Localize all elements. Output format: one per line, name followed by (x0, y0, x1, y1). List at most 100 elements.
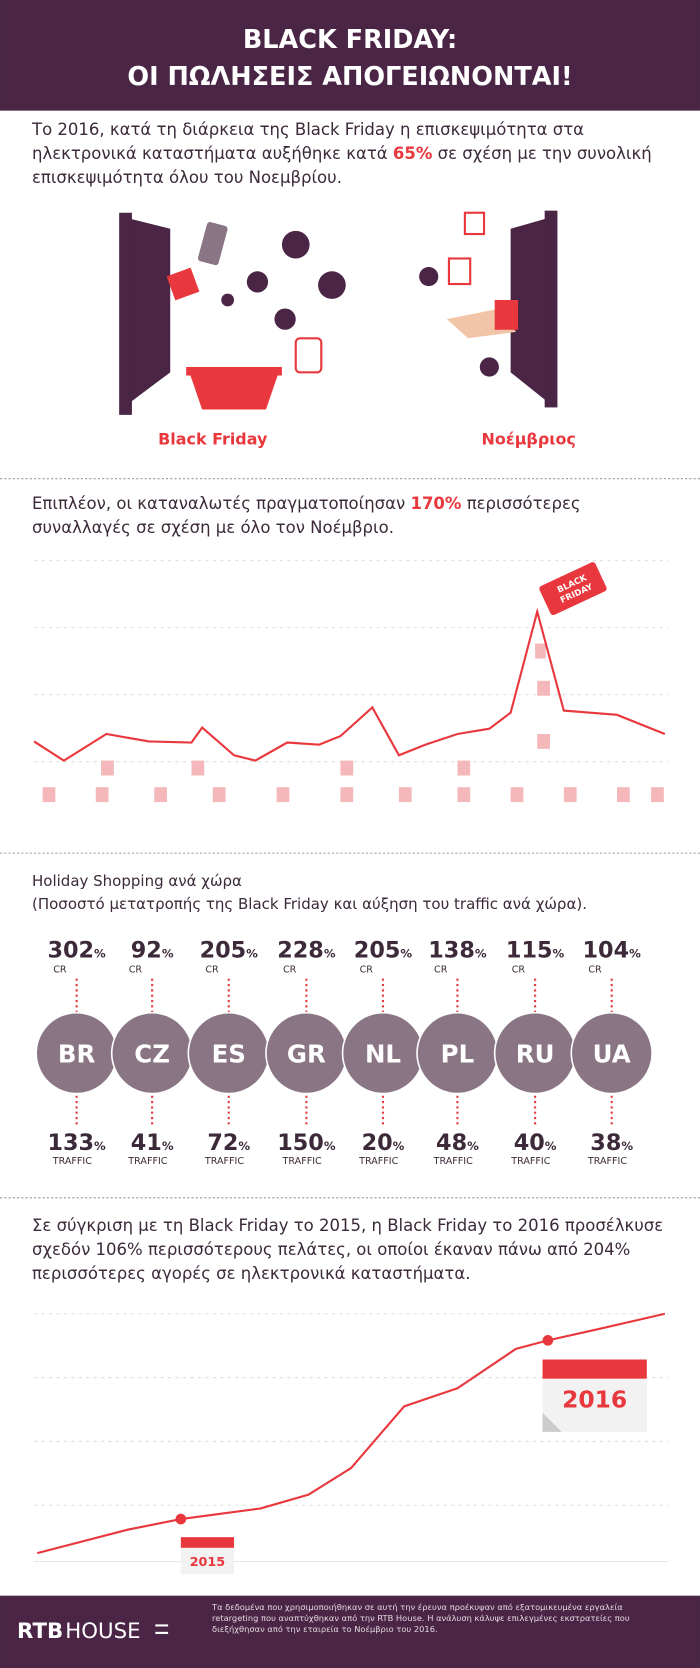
traffic-label: TRAFFIC (433, 1156, 473, 1167)
traffic-label: TRAFFIC (282, 1156, 322, 1167)
traffic-label: TRAFFIC (204, 1156, 244, 1167)
cr-label: CR (283, 964, 297, 975)
cr-label: CR (53, 964, 67, 975)
country-code: PL (441, 1040, 475, 1069)
highlight: 170% (410, 494, 462, 513)
percent: % (545, 1139, 557, 1153)
percent: % (162, 946, 174, 960)
traffic-value: 40% (514, 1130, 557, 1156)
percent: % (621, 1139, 633, 1153)
black-friday-tag: BLACK FRIDAY (539, 562, 607, 616)
country-code: UA (593, 1040, 631, 1069)
text: περισσότερες συναλλαγές σε σχέση με όλο … (32, 494, 581, 537)
logo: RTB HOUSE (17, 1619, 141, 1644)
percent: % (467, 1139, 479, 1153)
number: 92 (131, 937, 162, 963)
cr-value: 228% (277, 937, 336, 963)
cr-value: 205% (354, 937, 413, 963)
calendar-2015: 2015 (180, 1537, 235, 1575)
percent: % (324, 946, 336, 960)
logo-icon (155, 1624, 169, 1634)
number: 150 (277, 1130, 324, 1156)
footer-note: Τα δεδομένα που χρησιμοποιήθηκαν σε αυτή… (212, 1602, 630, 1634)
country-code: BR (58, 1040, 96, 1069)
comparison-text: Σε σύγκριση με τη Black Friday το 2015, … (32, 1216, 664, 1283)
intro-text: Το 2016, κατά τη διάρκεια της Black Frid… (32, 118, 672, 190)
cr-value: 205% (200, 937, 259, 963)
calendar-year: 2015 (190, 1555, 226, 1570)
illustration-right (419, 210, 558, 408)
number: 38 (590, 1130, 621, 1156)
traffic-label: TRAFFIC (52, 1156, 92, 1167)
number: 302 (47, 937, 94, 963)
cr-label: CR (205, 964, 219, 975)
title-line: ΟΙ ΠΩΛΗΣΕΙΣ ΑΠΟΓΕΙΩΝΟΝΤΑΙ! (127, 62, 572, 92)
text: Επιπλέον, οι καταναλωτές πραγματοποίησαν (32, 494, 411, 513)
country-circle (570, 1011, 653, 1095)
traffic-value: 133% (47, 1130, 106, 1156)
countries-heading: Holiday Shopping ανά χώρα (Ποσοστό μετατρ… (32, 870, 672, 916)
calendar-year: 2016 (562, 1385, 627, 1413)
product-icons (42, 643, 664, 803)
number: 48 (436, 1130, 467, 1156)
percent: % (94, 1139, 106, 1153)
cr-value: 138% (428, 937, 487, 963)
country-code: RU (516, 1040, 555, 1069)
number: 205 (200, 937, 247, 963)
percent: % (475, 946, 487, 960)
cr-value: 115% (506, 937, 565, 963)
number: 20 (362, 1130, 393, 1156)
cr-value: 92% (131, 937, 174, 963)
number: 138 (428, 937, 475, 963)
illustration-left (119, 212, 346, 415)
country-row: 302%CRBR133%TRAFFIC92%CRCZ41%TRAFFIC205%… (35, 937, 653, 1167)
number: 228 (277, 937, 324, 963)
number: 205 (354, 937, 401, 963)
text: Το 2016, κατά τη διάρκεια της Black Frid… (32, 120, 585, 163)
percent: % (553, 946, 565, 960)
traffic-label: TRAFFIC (510, 1156, 550, 1167)
traffic-value: 48% (436, 1130, 479, 1156)
percent: % (238, 1139, 250, 1153)
illustration-label: Νοέμβριος (482, 430, 576, 449)
chart-guides (34, 1313, 669, 1563)
logo-light: HOUSE (65, 1619, 140, 1644)
header-band (0, 0, 700, 111)
number: 133 (47, 1130, 94, 1156)
transactions-text: Επιπλέον, οι καταναλωτές πραγματοποίησαν… (32, 492, 672, 540)
country-code: GR (287, 1040, 326, 1069)
percent: % (400, 946, 412, 960)
traffic-value: 41% (131, 1130, 174, 1156)
point (542, 1335, 554, 1346)
calendar-2016: 2016 (542, 1359, 647, 1432)
traffic-value: 20% (362, 1130, 405, 1156)
traffic-value: 72% (207, 1130, 250, 1156)
country-code: NL (365, 1040, 401, 1069)
traffic-label: TRAFFIC (587, 1156, 627, 1167)
country-code: CZ (134, 1040, 170, 1069)
footer-band (0, 1595, 700, 1668)
traffic-label: TRAFFIC (127, 1156, 167, 1167)
number: 115 (506, 937, 553, 963)
section-title: Holiday Shopping ανά χώρα (32, 872, 242, 890)
traffic-line (33, 607, 666, 762)
text: σε σχέση με την συνολική επισκεψιμότητα … (32, 144, 652, 187)
number: 72 (207, 1130, 238, 1156)
illustration-label: Black Friday (158, 430, 268, 449)
number: 40 (514, 1130, 545, 1156)
percent: % (324, 1139, 336, 1153)
number: 41 (131, 1130, 162, 1156)
percent: % (393, 1139, 405, 1153)
growth-line (36, 1312, 666, 1555)
percent: % (162, 1139, 174, 1153)
traffic-value: 38% (590, 1130, 633, 1156)
percent: % (94, 946, 106, 960)
percent: % (246, 946, 258, 960)
traffic-value: 150% (277, 1130, 336, 1156)
logo-bold: RTB (17, 1619, 63, 1644)
highlight: 65% (392, 144, 433, 163)
country-code: ES (212, 1040, 246, 1069)
cr-label: CR (434, 964, 448, 975)
